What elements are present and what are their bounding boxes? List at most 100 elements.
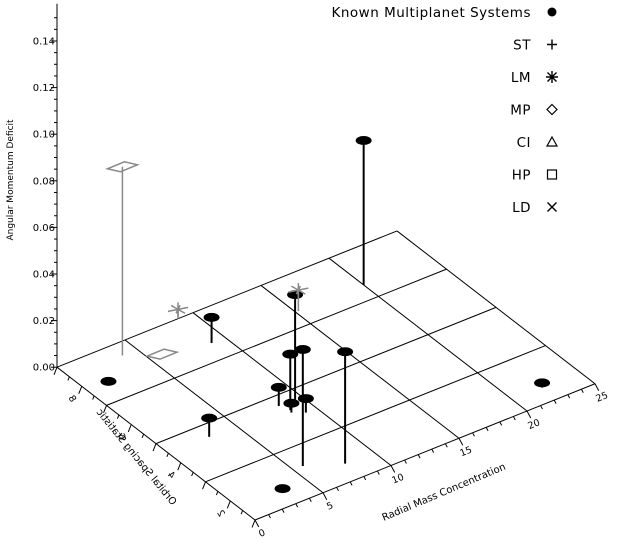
y-tick-label: 6 (115, 432, 128, 443)
y-tick-mark (251, 519, 256, 528)
data-stems (100, 135, 551, 494)
known-system-point (274, 484, 291, 494)
x-tick-mark (268, 514, 271, 519)
y-tick-mark (226, 500, 231, 509)
legend-item: ST (513, 38, 557, 54)
y-tick-mark (240, 510, 244, 515)
x-tick-label: 5 (325, 500, 335, 512)
y-tick-mark (78, 386, 83, 394)
x-tick-label: 0 (257, 527, 267, 539)
x-tick-mark (404, 459, 407, 464)
x-tick-mark (336, 487, 339, 492)
x-tick-mark (458, 438, 464, 446)
x-tick-mark (308, 497, 312, 502)
y-axis-title: Orbital Spacing Statistic (94, 407, 178, 508)
x-tick-label: 20 (526, 417, 541, 432)
x-tick-mark (553, 399, 557, 404)
legend-item: Known Multiplanet Systems (332, 5, 557, 21)
x-tick-mark (580, 388, 584, 393)
known-system-point (201, 413, 218, 437)
grid-line-y (205, 345, 546, 483)
y-tick-label: 2 (214, 508, 227, 519)
x-tick-mark (376, 470, 380, 475)
grid-line-y (56, 230, 398, 368)
x-tick-mark (254, 519, 260, 528)
legend-item: MP (510, 103, 558, 119)
z-axis-ticks: 0.00 0.02 0.04 0.06 0.08 0.10 0.12 0.14 (33, 17, 57, 374)
x-tick-mark (472, 432, 475, 437)
z-tick-label: 0.10 (33, 130, 55, 141)
known-system-point (203, 312, 220, 343)
legend-label: Known Multiplanet Systems (332, 5, 531, 21)
legend: Known Multiplanet Systems ST LM MP CI HP LD (332, 5, 559, 216)
y-tick-label: 8 (66, 393, 79, 404)
x-axis-ticks: 0 5 10 15 20 25 (254, 383, 610, 540)
y-tick-label: 4 (165, 470, 178, 481)
legend-item: HP (512, 168, 558, 184)
legend-label: LM (511, 70, 531, 86)
legend-label: MP (510, 103, 531, 119)
x-axis-title: Radial Mass Concentration (381, 462, 508, 524)
x-tick-mark (526, 410, 532, 419)
z-tick-label: 0.06 (33, 223, 55, 234)
y-axis-ticks: 2 4 6 8 (53, 367, 256, 528)
grid-line-y (155, 306, 497, 445)
y-tick-mark (177, 462, 182, 471)
x-tick-mark (499, 421, 503, 426)
y-tick-mark (152, 443, 157, 452)
y-tick-mark (166, 452, 169, 458)
x-axis-line (254, 383, 596, 521)
y-tick-mark (67, 376, 70, 381)
y-tick-mark (116, 414, 120, 419)
simulated-mp-point (144, 348, 180, 360)
legend-item: CI (517, 135, 559, 151)
x-tick-mark (417, 454, 421, 459)
z-tick-label: 0.00 (33, 363, 55, 374)
z-tick-label: 0.04 (33, 270, 55, 281)
x-tick-mark (281, 508, 285, 513)
y-tick-mark (127, 424, 132, 433)
x-tick-mark (485, 427, 489, 432)
x-tick-mark (512, 416, 516, 421)
z-axis-title: Angular Momentum Deficit (6, 119, 16, 241)
x-tick-mark (444, 443, 448, 448)
grid (56, 230, 596, 494)
legend-item: LD (512, 200, 557, 216)
y-tick-mark (215, 491, 219, 496)
z-tick-label: 0.12 (33, 83, 55, 94)
x-tick-mark (540, 405, 543, 410)
x-tick-label: 10 (390, 472, 405, 487)
x-tick-label: 15 (458, 445, 473, 460)
x-tick-mark (390, 465, 396, 473)
y-tick-mark (141, 433, 145, 438)
x-tick-mark (431, 448, 435, 453)
known-system-point (270, 382, 287, 407)
legend-item: LM (511, 70, 558, 86)
x-tick-mark (567, 394, 571, 399)
known-system-point (355, 135, 372, 285)
known-system-point (282, 349, 299, 411)
known-system-point (100, 376, 117, 386)
x-tick-label: 25 (594, 390, 609, 405)
known-system-point (534, 378, 551, 388)
x-tick-mark (594, 383, 600, 392)
known-system-point (337, 347, 354, 464)
simulated-mp-point (104, 160, 140, 356)
simulated-lm-point (167, 302, 189, 319)
legend-label: CI (517, 135, 531, 151)
legend-label: ST (513, 38, 531, 54)
legend-label: HP (512, 168, 531, 184)
x-tick-mark (349, 481, 353, 486)
x-tick-mark (295, 503, 299, 508)
simulated-lm-point (288, 283, 309, 312)
y-tick-mark (103, 405, 107, 414)
legend-label: LD (512, 200, 531, 216)
grid-line-y (106, 268, 447, 406)
known-system-point (283, 398, 300, 413)
y-tick-mark (191, 472, 194, 477)
x-tick-mark (322, 492, 328, 501)
y-tick-mark (92, 395, 95, 400)
y-tick-mark (202, 481, 206, 490)
y-tick-mark (53, 367, 58, 375)
